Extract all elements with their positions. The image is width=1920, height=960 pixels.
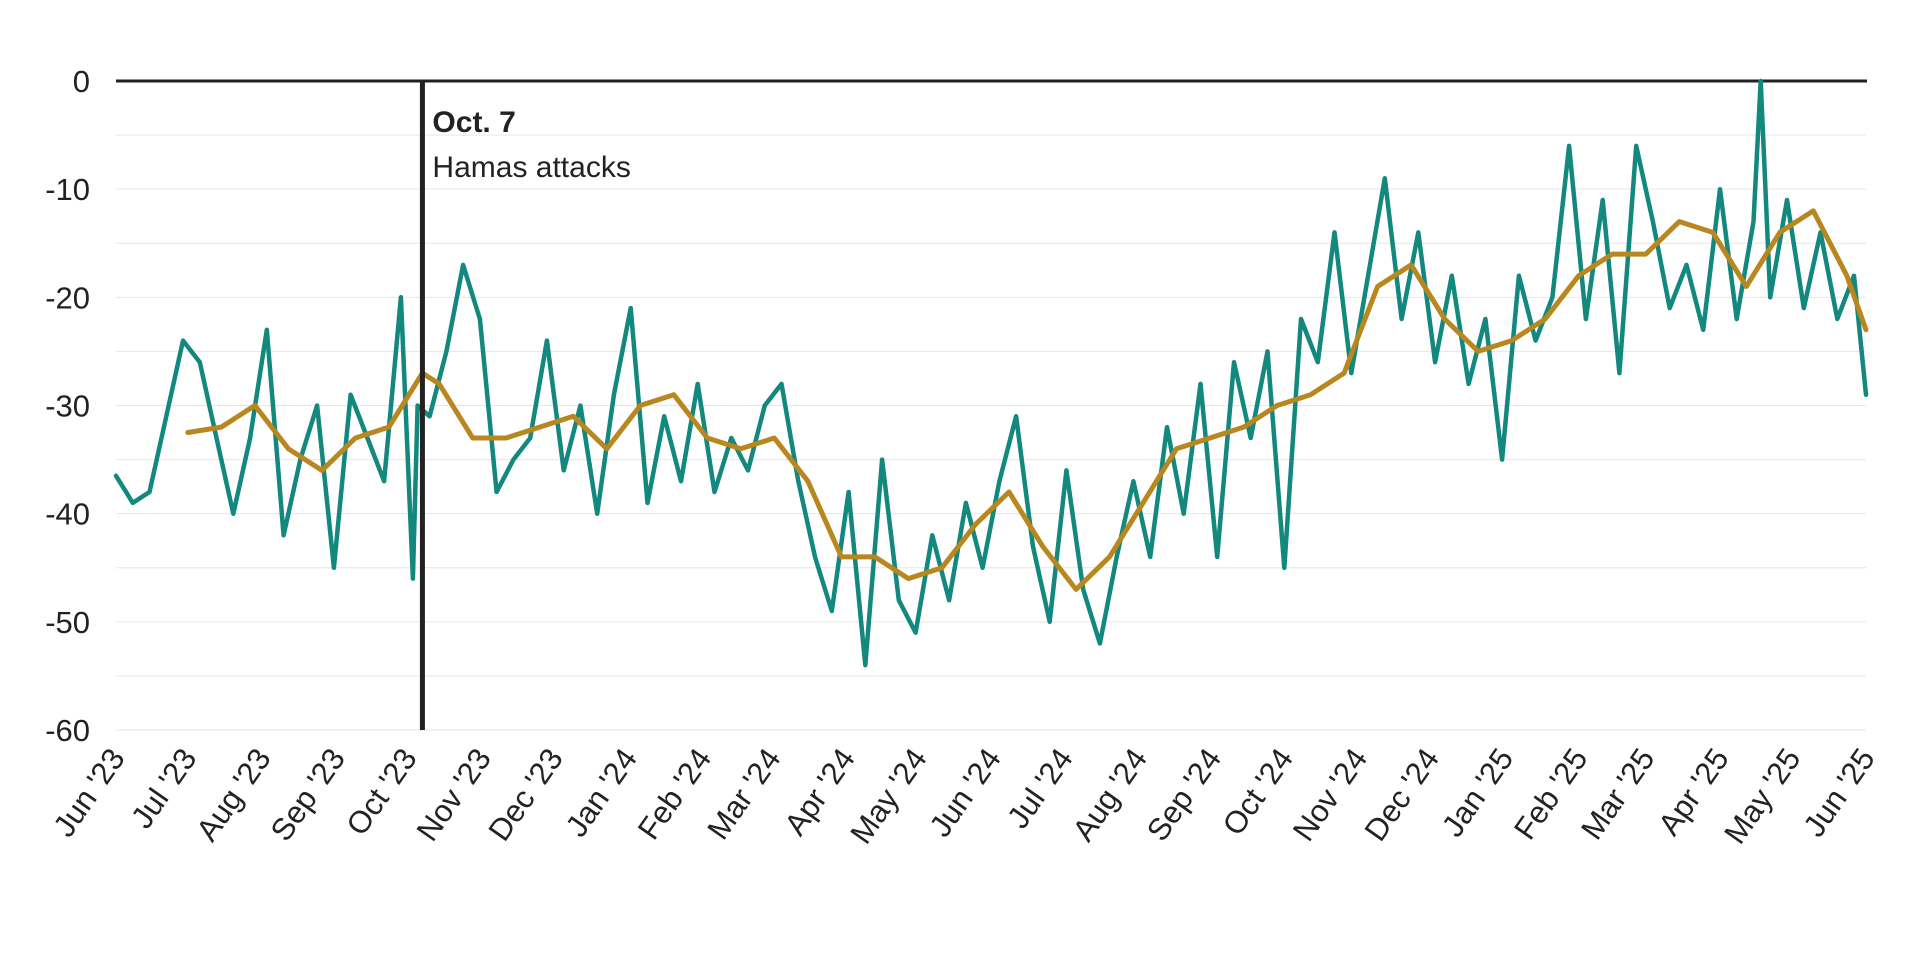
x-tick-label: Sep '24 (1140, 742, 1228, 847)
x-tick-label: Jan '25 (1435, 742, 1520, 843)
x-tick-label: Dec '24 (1358, 742, 1446, 847)
x-tick-label: Jul '24 (1000, 742, 1080, 835)
y-tick-label: -10 (45, 172, 90, 207)
x-tick-label: Jun '25 (1796, 742, 1881, 843)
x-tick-label: Aug '24 (1066, 742, 1154, 847)
y-tick-label: -60 (45, 713, 90, 748)
x-tick-label: Dec '23 (481, 742, 569, 847)
x-tick-label: Nov '23 (410, 742, 498, 847)
annotation-layer: Oct. 7 Hamas attacks (419, 81, 631, 730)
annotation-text: Hamas attacks (432, 151, 630, 184)
y-tick-label: -20 (45, 280, 90, 315)
y-tick-label: -50 (45, 605, 90, 640)
y-tick-label: -40 (45, 497, 90, 532)
x-tick-label: Jul '23 (124, 742, 204, 835)
x-tick-label: May '25 (1717, 742, 1807, 850)
x-tick-label: Mar '24 (700, 742, 787, 846)
x-tick-label: Sep '23 (264, 742, 352, 847)
x-tick-label: Aug '23 (189, 742, 277, 847)
x-tick-label: Jun '23 (46, 742, 131, 843)
y-tick-label: 0 (73, 64, 90, 99)
y-tick-label: -30 (45, 389, 90, 424)
series-line-average (185, 208, 1869, 592)
annotation-title: Oct. 7 (432, 106, 515, 139)
x-tick-label: Nov '24 (1286, 742, 1374, 847)
y-axis-ticks: 0 -10 -20 -30 -40 -50 -60 (45, 64, 90, 748)
x-tick-label: Jan '24 (559, 742, 644, 843)
series-line-weekly (113, 78, 1869, 668)
grid-layer (116, 79, 1867, 731)
x-tick-label: Jun '24 (922, 742, 1007, 843)
series-layer (113, 78, 1869, 668)
x-tick-label: May '24 (843, 742, 933, 850)
